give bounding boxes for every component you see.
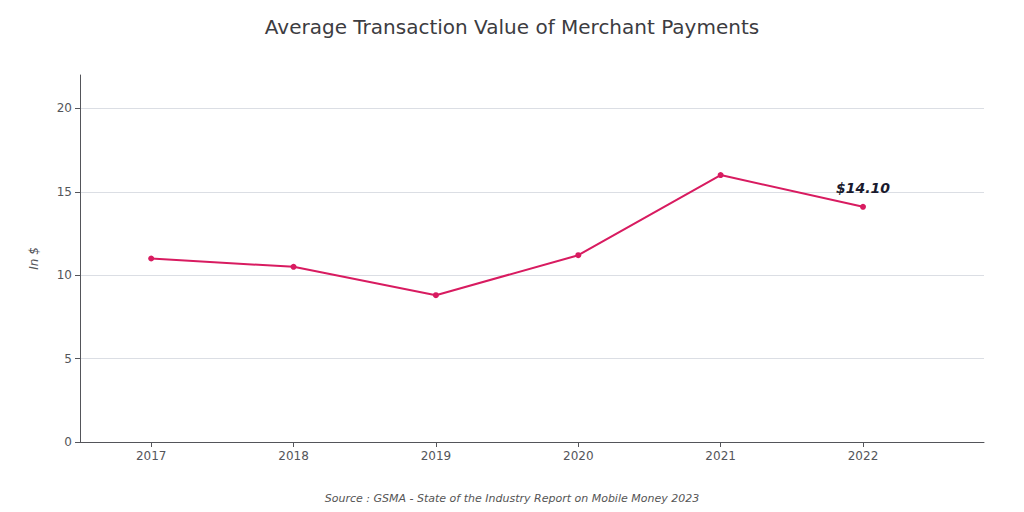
svg-text:In $: In $	[27, 247, 41, 270]
svg-text:2018: 2018	[278, 449, 309, 463]
svg-text:20: 20	[57, 101, 72, 115]
svg-text:10: 10	[57, 268, 72, 282]
svg-text:$14.10: $14.10	[836, 180, 890, 196]
svg-text:5: 5	[64, 352, 72, 366]
svg-text:Source : GSMA - State of the I: Source : GSMA - State of the Industry Re…	[325, 492, 699, 505]
svg-text:2021: 2021	[705, 449, 736, 463]
svg-text:15: 15	[57, 185, 72, 199]
svg-text:2022: 2022	[848, 449, 879, 463]
svg-text:Average Transaction Value of M: Average Transaction Value of Merchant Pa…	[265, 15, 759, 39]
svg-text:2019: 2019	[421, 449, 452, 463]
svg-text:2017: 2017	[136, 449, 167, 463]
svg-text:2020: 2020	[563, 449, 594, 463]
svg-text:0: 0	[64, 435, 72, 449]
